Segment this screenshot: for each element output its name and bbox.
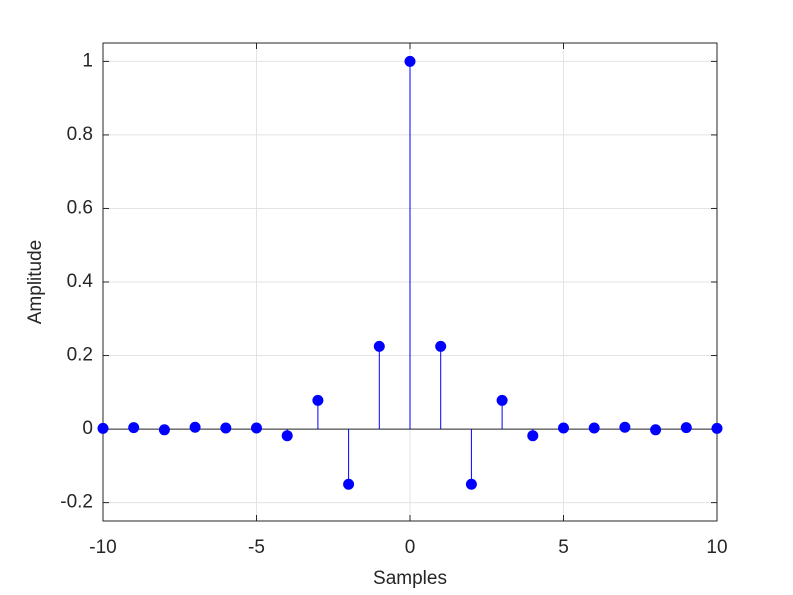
stem-marker [465, 478, 477, 490]
stem-marker [558, 422, 569, 434]
stem-marker [128, 422, 140, 434]
y-tick-label: 0.8 [67, 124, 93, 145]
stem-marker [251, 422, 262, 434]
stem-marker [650, 424, 662, 436]
y-tick-label: 0.4 [67, 271, 94, 292]
stem-marker [220, 422, 232, 434]
x-tick-label: 0 [405, 537, 416, 558]
stem-marker [312, 394, 324, 406]
y-tick-label: -0.2 [60, 492, 93, 513]
stem-marker [158, 424, 170, 436]
x-tick-label: -5 [248, 537, 265, 558]
stem-marker [281, 430, 293, 442]
x-axis-label: Samples [373, 568, 447, 589]
stem-marker [496, 394, 508, 406]
stem-marker [680, 422, 692, 434]
x-tick-label: -10 [89, 537, 116, 558]
y-axis-label: Amplitude [25, 240, 46, 325]
x-tick-label: 5 [558, 537, 569, 558]
x-tick-label: 10 [706, 537, 727, 558]
stem-marker [373, 340, 385, 352]
y-tick-label: 0.6 [67, 197, 93, 218]
stem-marker [711, 422, 723, 434]
stem-marker [343, 478, 355, 490]
stem-marker [527, 430, 539, 442]
y-tick-label: 0.2 [67, 345, 93, 366]
stem-marker [588, 422, 600, 434]
stem-marker [97, 422, 109, 434]
y-tick-label: 1 [82, 50, 93, 71]
stem-marker [435, 340, 447, 352]
y-tick-label: 0 [82, 418, 93, 439]
stem-marker [189, 421, 201, 433]
stem-marker [619, 421, 631, 433]
stem-marker [404, 55, 416, 67]
